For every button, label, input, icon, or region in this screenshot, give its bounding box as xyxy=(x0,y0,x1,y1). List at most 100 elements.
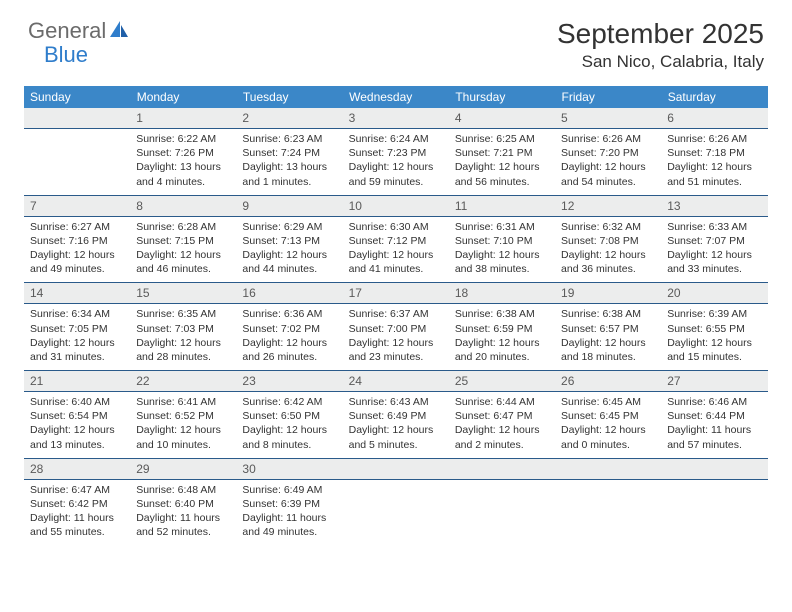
day-daylight2: and 13 minutes. xyxy=(30,438,124,452)
day-sunset: Sunset: 6:45 PM xyxy=(561,409,655,423)
day-number: 21 xyxy=(24,371,130,391)
day-daylight1: Daylight: 12 hours xyxy=(455,423,549,437)
calendar-cell-daynum: 30 xyxy=(236,458,342,479)
calendar-cell-content: Sunrise: 6:31 AMSunset: 7:10 PMDaylight:… xyxy=(449,216,555,283)
calendar-cell-daynum: 9 xyxy=(236,195,342,216)
calendar-cell-content: Sunrise: 6:26 AMSunset: 7:18 PMDaylight:… xyxy=(661,129,767,196)
day-number-row: 14151617181920 xyxy=(24,283,768,304)
day-sunset: Sunset: 7:26 PM xyxy=(136,146,230,160)
calendar-cell-daynum: 17 xyxy=(343,283,449,304)
calendar-cell-daynum: 15 xyxy=(130,283,236,304)
calendar-cell-content: Sunrise: 6:30 AMSunset: 7:12 PMDaylight:… xyxy=(343,216,449,283)
day-sunrise: Sunrise: 6:34 AM xyxy=(30,307,124,321)
day-details xyxy=(449,480,555,544)
day-details: Sunrise: 6:32 AMSunset: 7:08 PMDaylight:… xyxy=(555,217,661,283)
weekday-header: Sunday xyxy=(24,86,130,108)
day-sunset: Sunset: 6:59 PM xyxy=(455,322,549,336)
day-daylight1: Daylight: 12 hours xyxy=(30,248,124,262)
calendar-cell-content: Sunrise: 6:34 AMSunset: 7:05 PMDaylight:… xyxy=(24,304,130,371)
calendar-cell-daynum: 10 xyxy=(343,195,449,216)
day-daylight2: and 46 minutes. xyxy=(136,262,230,276)
day-sunrise: Sunrise: 6:31 AM xyxy=(455,220,549,234)
calendar-cell-daynum: 25 xyxy=(449,371,555,392)
day-content-row: Sunrise: 6:27 AMSunset: 7:16 PMDaylight:… xyxy=(24,216,768,283)
calendar-cell-daynum: 20 xyxy=(661,283,767,304)
calendar-cell-content: Sunrise: 6:37 AMSunset: 7:00 PMDaylight:… xyxy=(343,304,449,371)
day-number: 1 xyxy=(130,108,236,128)
day-number: 29 xyxy=(130,459,236,479)
day-details: Sunrise: 6:22 AMSunset: 7:26 PMDaylight:… xyxy=(130,129,236,195)
day-details: Sunrise: 6:38 AMSunset: 6:57 PMDaylight:… xyxy=(555,304,661,370)
day-sunrise: Sunrise: 6:26 AM xyxy=(561,132,655,146)
day-sunset: Sunset: 7:16 PM xyxy=(30,234,124,248)
day-details: Sunrise: 6:25 AMSunset: 7:21 PMDaylight:… xyxy=(449,129,555,195)
day-details: Sunrise: 6:36 AMSunset: 7:02 PMDaylight:… xyxy=(236,304,342,370)
day-details: Sunrise: 6:38 AMSunset: 6:59 PMDaylight:… xyxy=(449,304,555,370)
calendar-cell-content xyxy=(555,479,661,545)
calendar-cell-daynum: 13 xyxy=(661,195,767,216)
page-header: General Blue September 2025 San Nico, Ca… xyxy=(0,0,792,80)
day-daylight2: and 5 minutes. xyxy=(349,438,443,452)
day-number: 27 xyxy=(661,371,767,391)
day-content-row: Sunrise: 6:40 AMSunset: 6:54 PM Daylight:… xyxy=(24,392,768,459)
day-number: 15 xyxy=(130,283,236,303)
calendar-cell-content: Sunrise: 6:22 AMSunset: 7:26 PMDaylight:… xyxy=(130,129,236,196)
calendar-cell-content: Sunrise: 6:33 AMSunset: 7:07 PMDaylight:… xyxy=(661,216,767,283)
calendar-cell-content: Sunrise: 6:45 AMSunset: 6:45 PMDaylight:… xyxy=(555,392,661,459)
weekday-header: Saturday xyxy=(661,86,767,108)
title-block: September 2025 San Nico, Calabria, Italy xyxy=(557,18,764,72)
day-daylight1: Daylight: 12 hours xyxy=(667,336,761,350)
day-sunset: Sunset: 7:12 PM xyxy=(349,234,443,248)
day-daylight2: and 8 minutes. xyxy=(242,438,336,452)
calendar-cell-daynum: 27 xyxy=(661,371,767,392)
day-sunset: Sunset: 6:49 PM xyxy=(349,409,443,423)
day-daylight1: Daylight: 12 hours xyxy=(136,423,230,437)
weekday-header: Monday xyxy=(130,86,236,108)
day-number: 8 xyxy=(130,196,236,216)
day-daylight2: and 51 minutes. xyxy=(667,175,761,189)
day-details: Sunrise: 6:33 AMSunset: 7:07 PMDaylight:… xyxy=(661,217,767,283)
day-details: Sunrise: 6:48 AMSunset: 6:40 PMDaylight:… xyxy=(130,480,236,546)
day-daylight2: and 28 minutes. xyxy=(136,350,230,364)
day-daylight1: Daylight: 12 hours xyxy=(561,248,655,262)
day-number: 12 xyxy=(555,196,661,216)
calendar-cell-daynum: 2 xyxy=(236,108,342,129)
day-number: 26 xyxy=(555,371,661,391)
day-sunset: Sunset: 6:42 PM xyxy=(30,497,124,511)
day-daylight2: and 2 minutes. xyxy=(455,438,549,452)
day-sunrise: Sunrise: 6:41 AM xyxy=(136,395,230,409)
day-daylight1: Daylight: 12 hours xyxy=(561,336,655,350)
day-daylight1: Daylight: 13 hours xyxy=(136,160,230,174)
calendar-cell-daynum: 8 xyxy=(130,195,236,216)
day-sunset: Sunset: 6:54 PM xyxy=(30,409,124,423)
day-sunset: Sunset: 6:47 PM xyxy=(455,409,549,423)
day-daylight2: and 10 minutes. xyxy=(136,438,230,452)
day-sunrise: Sunrise: 6:29 AM xyxy=(242,220,336,234)
day-daylight1: Daylight: 13 hours xyxy=(242,160,336,174)
day-daylight1: Daylight: 12 hours xyxy=(30,336,124,350)
day-daylight2: and 23 minutes. xyxy=(349,350,443,364)
day-number xyxy=(555,459,661,479)
day-sunrise: Sunrise: 6:43 AM xyxy=(349,395,443,409)
brand-word-1: General xyxy=(28,18,106,44)
day-number: 17 xyxy=(343,283,449,303)
day-daylight2: and 1 minutes. xyxy=(242,175,336,189)
calendar-cell-daynum xyxy=(449,458,555,479)
day-sunset: Sunset: 6:55 PM xyxy=(667,322,761,336)
calendar-cell-content: Sunrise: 6:43 AMSunset: 6:49 PMDaylight:… xyxy=(343,392,449,459)
day-sunrise: Sunrise: 6:24 AM xyxy=(349,132,443,146)
calendar-cell-daynum: 7 xyxy=(24,195,130,216)
day-details: Sunrise: 6:43 AMSunset: 6:49 PMDaylight:… xyxy=(343,392,449,458)
location-label: San Nico, Calabria, Italy xyxy=(557,52,764,72)
calendar-cell-content: Sunrise: 6:47 AMSunset: 6:42 PMDaylight:… xyxy=(24,479,130,545)
day-sunrise: Sunrise: 6:40 AM xyxy=(30,395,124,409)
day-number: 7 xyxy=(24,196,130,216)
day-number xyxy=(343,459,449,479)
day-details: Sunrise: 6:35 AMSunset: 7:03 PMDaylight:… xyxy=(130,304,236,370)
day-number: 2 xyxy=(236,108,342,128)
day-details: Sunrise: 6:28 AMSunset: 7:15 PMDaylight:… xyxy=(130,217,236,283)
month-title: September 2025 xyxy=(557,18,764,50)
day-number: 5 xyxy=(555,108,661,128)
calendar-cell-content: Sunrise: 6:24 AMSunset: 7:23 PMDaylight:… xyxy=(343,129,449,196)
day-daylight1: Daylight: 12 hours xyxy=(349,423,443,437)
